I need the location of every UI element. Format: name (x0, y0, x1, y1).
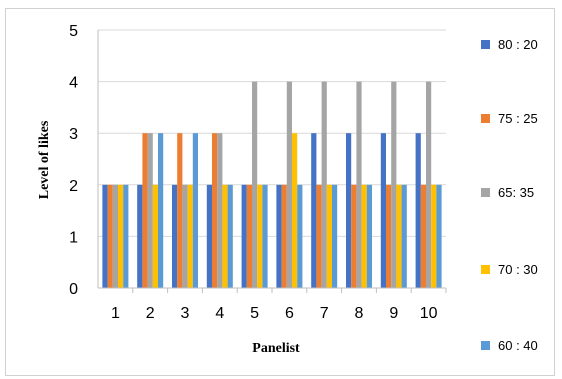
bar (286, 81, 292, 288)
bar (172, 184, 178, 288)
y-tick-labels: 0 1 2 3 4 5 (69, 23, 78, 298)
legend-label: 65: 35 (498, 185, 534, 200)
x-axis-title: Panelist (252, 341, 300, 356)
x-tick-label: 1 (111, 305, 120, 322)
bar (391, 81, 397, 288)
bar (396, 184, 402, 288)
x-tick-label: 2 (146, 305, 155, 322)
bar (401, 184, 407, 288)
x-tick-label: 6 (285, 305, 294, 322)
bar (292, 133, 298, 288)
legend-swatch (481, 188, 490, 197)
bar (212, 133, 218, 288)
y-tick-label: 2 (69, 178, 78, 195)
bar (431, 184, 437, 288)
bar (246, 184, 252, 288)
bar (426, 81, 432, 288)
bar (332, 184, 338, 288)
bar (147, 133, 153, 288)
legend-label: 80 : 20 (498, 37, 538, 52)
y-tick-label: 4 (69, 75, 78, 92)
bar (142, 133, 148, 288)
bar (311, 133, 317, 288)
bar (420, 184, 426, 288)
y-tick-label: 0 (69, 281, 78, 298)
bar (351, 184, 357, 288)
x-tick-label: 10 (420, 305, 438, 322)
bar (107, 184, 113, 288)
bar (380, 133, 386, 288)
legend-swatch (481, 114, 490, 123)
y-tick-label: 1 (69, 229, 78, 246)
bar (415, 133, 421, 288)
x-tick-label: 4 (215, 305, 224, 322)
x-tick-label: 7 (320, 305, 329, 322)
bar (257, 184, 263, 288)
bar (297, 184, 303, 288)
legend-swatch (481, 265, 490, 274)
bar (158, 133, 164, 288)
x-tick-labels: 1 2 3 4 5 6 7 8 9 10 (111, 305, 438, 322)
bar (241, 184, 247, 288)
y-tick-label: 5 (69, 23, 78, 40)
bar (326, 184, 332, 288)
bar (361, 184, 367, 288)
y-axis-title: Level of likes (37, 120, 52, 199)
bar (321, 81, 327, 288)
bar (316, 184, 322, 288)
bar (386, 184, 392, 288)
legend-label: 70 : 30 (498, 262, 538, 277)
bar (346, 133, 352, 288)
x-tick-label: 8 (355, 305, 364, 322)
bar (222, 184, 228, 288)
bar (112, 184, 118, 288)
axes (97, 30, 447, 293)
bar (137, 184, 143, 288)
bar-series (102, 81, 442, 288)
x-tick-label: 5 (250, 305, 259, 322)
legend-label: 60 : 40 (498, 338, 538, 353)
bar (192, 133, 198, 288)
bar (206, 184, 212, 288)
legend-swatch (481, 40, 490, 49)
x-tick-label: 9 (389, 305, 398, 322)
bar (177, 133, 183, 288)
bar (252, 81, 258, 288)
x-tick-label: 3 (181, 305, 190, 322)
bar (102, 184, 108, 288)
legend-label: 75 : 25 (498, 111, 538, 126)
bar (118, 184, 124, 288)
bar (366, 184, 372, 288)
bar (187, 184, 193, 288)
bar (227, 184, 233, 288)
bar (123, 184, 129, 288)
bar (182, 184, 188, 288)
bar (436, 184, 442, 288)
bar (152, 184, 158, 288)
y-tick-label: 3 (69, 126, 78, 143)
legend-swatch (481, 341, 490, 350)
bar (276, 184, 282, 288)
legend: 80 : 20 75 : 25 65: 35 70 : 30 60 : 40 (481, 37, 538, 353)
bar (217, 133, 223, 288)
bar (281, 184, 287, 288)
bar (262, 184, 268, 288)
bar (356, 81, 362, 288)
